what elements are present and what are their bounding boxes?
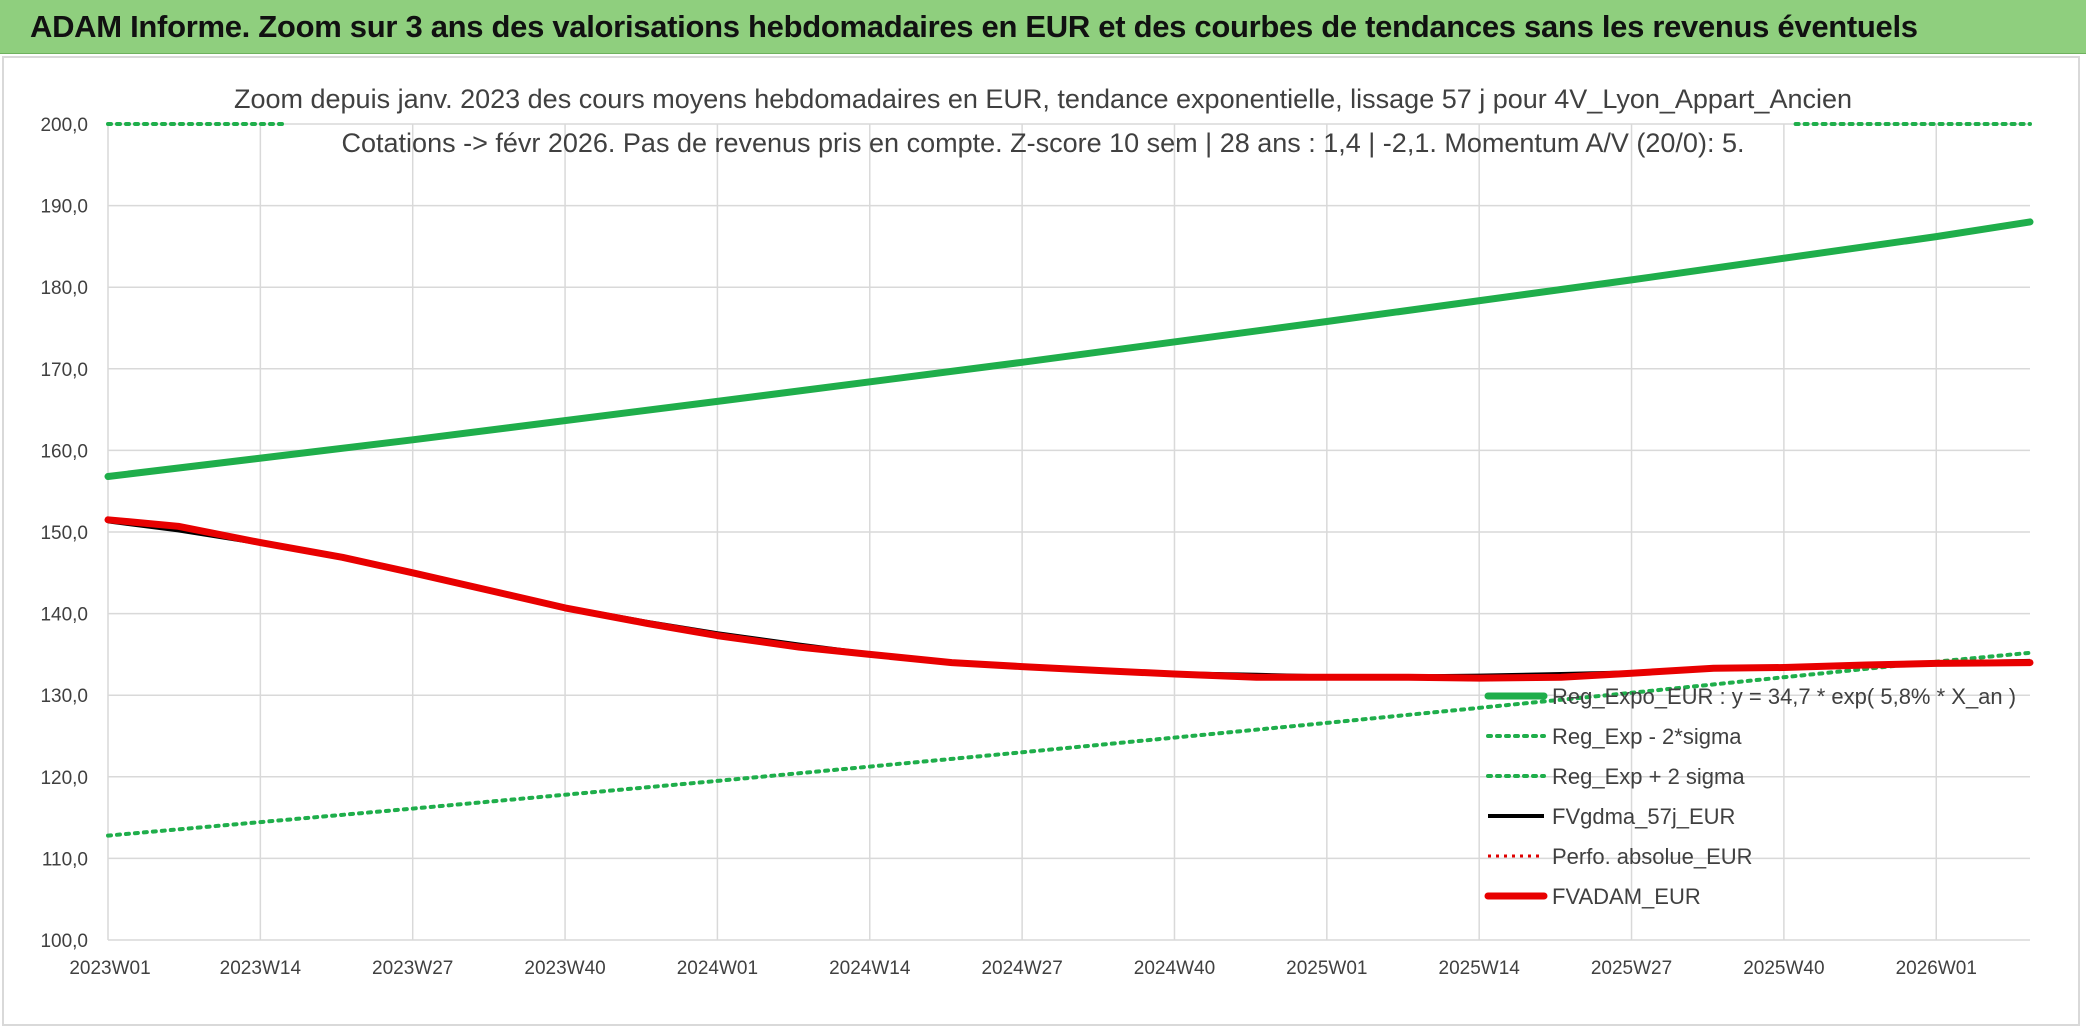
legend-label-4: Perfo. absolue_EUR	[1552, 844, 1753, 869]
x-tick-label: 2023W14	[220, 958, 302, 979]
x-tick-label: 2024W40	[1134, 958, 1215, 979]
x-axis-ticks: 2023W01 2023W14 2023W27 2023W40 2024W01 2024W…	[69, 958, 1977, 979]
series-0-line	[104, 218, 2034, 480]
y-tick-label: 160,0	[40, 441, 88, 462]
banner-title: ADAM Informe. Zoom sur 3 ans des valoris…	[30, 9, 1918, 44]
x-tick-label: 2023W01	[69, 958, 150, 979]
x-tick-label: 2023W40	[524, 958, 605, 979]
x-tick-label: 2026W01	[1896, 958, 1977, 979]
x-tick-label: 2025W01	[1286, 958, 1367, 979]
legend-label-3: FVgdma_57j_EUR	[1552, 804, 1735, 829]
y-tick-label: 150,0	[40, 523, 88, 544]
legend-label-1: Reg_Exp - 2*sigma	[1552, 724, 1742, 749]
x-tick-label: 2024W27	[981, 958, 1062, 979]
banner: ADAM Informe. Zoom sur 3 ans des valoris…	[0, 0, 2086, 54]
y-tick-label: 170,0	[40, 360, 88, 381]
x-tick-label: 2025W40	[1743, 958, 1824, 979]
x-tick-label: 2025W27	[1591, 958, 1672, 979]
x-tick-label: 2023W27	[372, 958, 453, 979]
y-tick-label: 130,0	[40, 686, 88, 707]
legend-label-0: Reg_Expo_EUR : y = 34,7 * exp( 5,8% * X_…	[1552, 684, 2016, 709]
x-tick-label: 2024W14	[829, 958, 911, 979]
series-1-line	[106, 650, 2032, 838]
y-tick-label: 200,0	[40, 115, 88, 136]
y-axis-ticks: 100,0 110,0 120,0 130,0 140,0 150,0 160,0 170,0…	[40, 115, 88, 952]
series-5-line	[104, 516, 2034, 682]
series-layer	[104, 122, 2034, 838]
grid	[107, 123, 2030, 941]
x-tick-label: 2024W01	[677, 958, 758, 979]
x-tick-label: 2025W14	[1439, 958, 1521, 979]
y-tick-label: 100,0	[40, 931, 88, 952]
y-tick-label: 180,0	[40, 278, 88, 299]
legend-label-5: FVADAM_EUR	[1552, 884, 1701, 909]
y-tick-label: 190,0	[40, 197, 88, 218]
legend: Reg_Expo_EUR : y = 34,7 * exp( 5,8% * X_…	[1484, 684, 2016, 909]
series-3-line	[107, 519, 2031, 679]
chart-title-line1: Zoom depuis janv. 2023 des cours moyens …	[233, 84, 1853, 114]
y-tick-label: 140,0	[40, 605, 88, 626]
y-tick-label: 120,0	[40, 768, 88, 789]
legend-label-2: Reg_Exp + 2 sigma	[1552, 764, 1745, 789]
chart-title-line2: Cotations -> févr 2026. Pas de revenus p…	[341, 128, 1745, 158]
chart-frame	[2, 56, 2080, 1026]
y-tick-label: 110,0	[42, 849, 88, 870]
